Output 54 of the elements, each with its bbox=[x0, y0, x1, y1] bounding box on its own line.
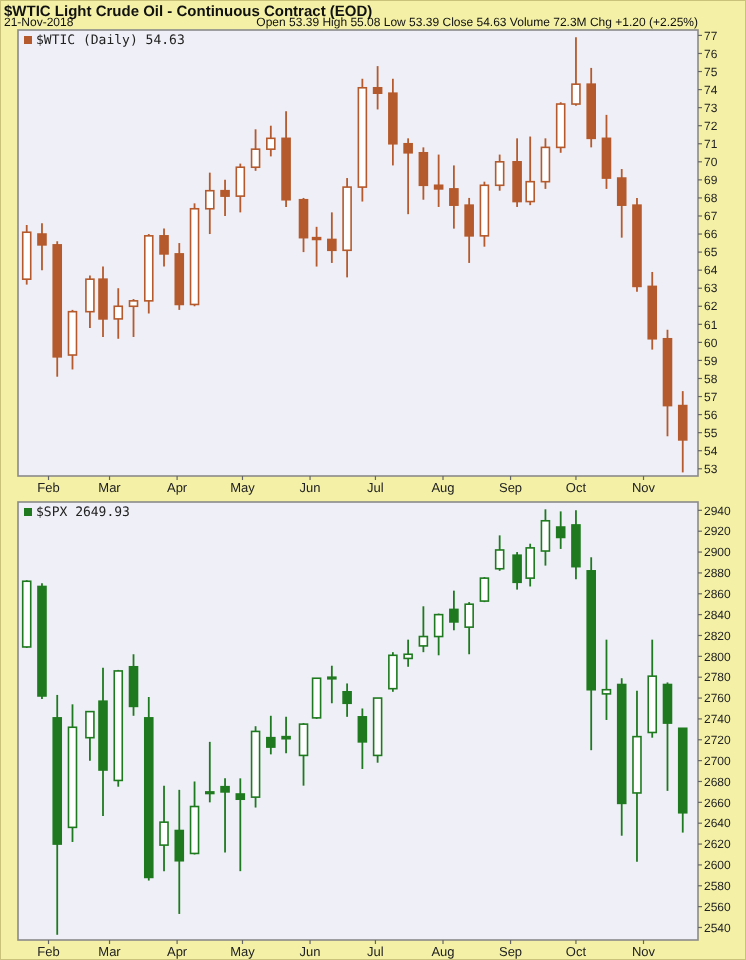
candlestick bbox=[418, 146, 429, 201]
candlestick bbox=[677, 390, 688, 474]
candlestick bbox=[21, 224, 32, 286]
candlestick bbox=[464, 601, 474, 656]
candlestick bbox=[327, 211, 337, 264]
candlestick bbox=[433, 612, 444, 657]
candlestick bbox=[449, 164, 459, 230]
candlestick bbox=[266, 714, 276, 756]
candlestick bbox=[494, 153, 505, 192]
candlestick bbox=[37, 222, 47, 272]
candlestick bbox=[298, 722, 309, 787]
candlestick bbox=[266, 124, 276, 158]
candlestick bbox=[128, 653, 139, 717]
candlestick bbox=[311, 677, 322, 720]
candlestick bbox=[571, 36, 581, 107]
candlestick bbox=[601, 113, 612, 190]
candlestick bbox=[174, 788, 185, 915]
candlestick bbox=[204, 740, 215, 804]
candlestick bbox=[220, 777, 230, 854]
candlestick bbox=[220, 178, 230, 217]
candlestick bbox=[204, 171, 215, 235]
candlestick bbox=[235, 777, 246, 873]
candlestick bbox=[67, 308, 78, 371]
candlestick bbox=[128, 298, 139, 338]
candlestick bbox=[311, 225, 322, 268]
candlestick bbox=[235, 162, 246, 214]
candlestick bbox=[464, 197, 474, 264]
candlestick bbox=[571, 509, 581, 581]
candlestick bbox=[494, 534, 505, 572]
candlestick bbox=[357, 707, 368, 770]
candlestick bbox=[540, 508, 551, 567]
candlestick bbox=[449, 589, 459, 632]
candlestick bbox=[327, 664, 337, 705]
candlestick bbox=[298, 197, 309, 253]
candlestick bbox=[418, 605, 429, 654]
candlestick bbox=[555, 101, 566, 154]
candlestick bbox=[479, 576, 490, 604]
candlestick bbox=[159, 227, 169, 268]
candlestick bbox=[555, 510, 566, 550]
candlestick bbox=[616, 168, 627, 239]
candlestick bbox=[189, 780, 200, 856]
candlestick bbox=[540, 137, 551, 190]
candlestick bbox=[601, 638, 612, 721]
candlestick bbox=[250, 128, 261, 172]
candlestick bbox=[433, 153, 444, 208]
candlestick bbox=[281, 715, 291, 755]
candlestick bbox=[342, 682, 352, 718]
candlestick bbox=[372, 65, 383, 111]
candlestick bbox=[388, 651, 398, 693]
candlestick bbox=[113, 287, 124, 340]
candlestick bbox=[159, 784, 169, 873]
candlestick bbox=[403, 638, 413, 668]
candlestick bbox=[403, 137, 413, 216]
candlestick bbox=[662, 681, 673, 792]
